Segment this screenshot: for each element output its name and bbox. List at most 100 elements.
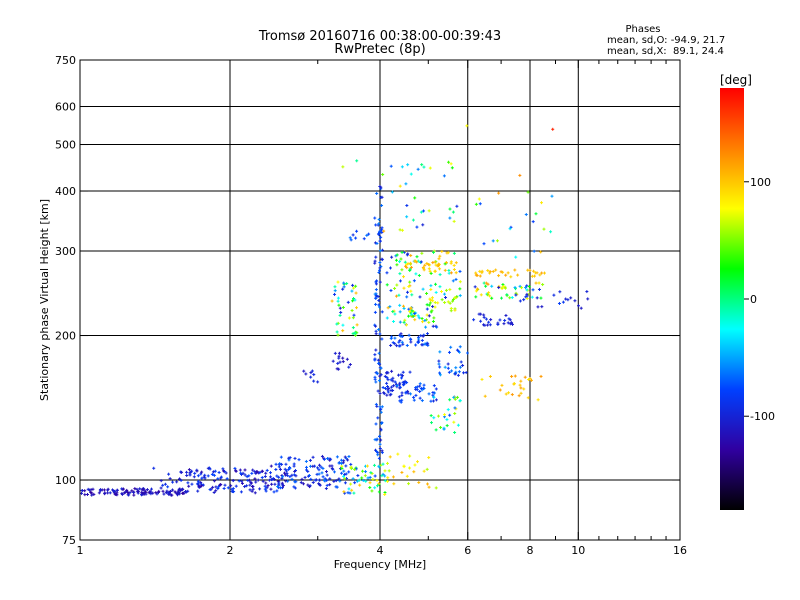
grid-lines [80, 60, 680, 540]
data-point [332, 479, 336, 483]
data-point [531, 220, 535, 224]
data-point [193, 471, 197, 475]
data-point [373, 474, 377, 478]
data-point [377, 351, 381, 355]
data-point [378, 332, 382, 336]
data-point [254, 471, 258, 475]
data-point [514, 293, 518, 297]
data-point [506, 321, 510, 325]
data-point [223, 483, 227, 487]
data-point [392, 384, 396, 388]
data-point [293, 469, 297, 473]
stats-line-x: mean, sd,X: 89.1, 24.4 [607, 46, 724, 57]
data-point [251, 487, 255, 491]
data-point [388, 305, 392, 309]
x-tick-label: 8 [527, 544, 534, 557]
data-point [536, 305, 540, 309]
data-point [374, 348, 378, 352]
data-point [351, 477, 355, 481]
data-point [377, 482, 381, 486]
data-point [400, 250, 404, 254]
data-point [449, 260, 453, 264]
data-point [490, 284, 494, 288]
data-point [351, 283, 355, 287]
data-point [406, 163, 410, 167]
data-point [346, 458, 350, 462]
data-point [354, 291, 358, 295]
data-point [486, 269, 490, 273]
data-point [355, 479, 359, 483]
data-point [378, 391, 382, 395]
data-point [453, 308, 457, 312]
data-point [400, 165, 404, 169]
data-point [519, 386, 523, 390]
data-point [377, 217, 381, 221]
y-tick-label: 200 [55, 330, 76, 343]
data-point [377, 328, 381, 332]
data-point [566, 298, 570, 302]
data-point [288, 475, 292, 479]
data-point [339, 310, 343, 314]
data-point [240, 479, 244, 483]
data-point [434, 387, 438, 391]
data-point [280, 481, 284, 485]
data-point [217, 470, 221, 474]
data-point [429, 271, 433, 275]
data-point [337, 303, 341, 307]
data-point [120, 491, 124, 495]
data-point [446, 408, 450, 412]
data-point [335, 455, 339, 459]
data-point [418, 382, 422, 386]
data-point [373, 486, 377, 490]
data-point [431, 261, 435, 265]
data-point [248, 483, 252, 487]
data-point [381, 462, 385, 466]
data-point [336, 280, 340, 284]
data-point [436, 414, 440, 418]
data-point [513, 285, 517, 289]
data-point [352, 491, 356, 495]
data-point [404, 323, 408, 327]
data-point [311, 481, 315, 485]
data-point [395, 344, 399, 348]
data-point [418, 295, 422, 299]
data-point [508, 296, 512, 300]
data-point [412, 279, 416, 283]
data-point [380, 204, 384, 208]
data-point [136, 489, 140, 493]
data-point [317, 472, 321, 476]
data-point [479, 293, 483, 297]
data-point [120, 487, 124, 491]
data-point [422, 383, 426, 387]
data-point [276, 485, 280, 489]
data-point [447, 350, 451, 354]
data-point [335, 330, 339, 334]
data-point [122, 491, 126, 495]
data-point [408, 309, 412, 313]
data-point [365, 464, 369, 468]
data-point [349, 482, 353, 486]
data-point [145, 488, 149, 492]
data-point [395, 263, 399, 267]
x-tick-label: 2 [227, 544, 234, 557]
data-point [536, 398, 540, 402]
data-point [221, 467, 225, 471]
data-point [379, 407, 383, 411]
data-point [382, 229, 386, 233]
data-point [249, 480, 253, 484]
data-point [414, 393, 418, 397]
data-point [542, 271, 546, 275]
data-point [400, 376, 404, 380]
data-point [437, 262, 441, 266]
stats-line-o: mean, sd,O: -94.9, 21.7 [607, 35, 725, 46]
data-point [250, 485, 254, 489]
data-point [341, 305, 345, 309]
data-point [420, 343, 424, 347]
data-point [518, 173, 522, 177]
data-point [254, 470, 258, 474]
data-point [445, 418, 449, 422]
data-point [427, 320, 431, 324]
data-point [379, 463, 383, 467]
data-point [317, 482, 321, 486]
data-point [213, 469, 217, 473]
